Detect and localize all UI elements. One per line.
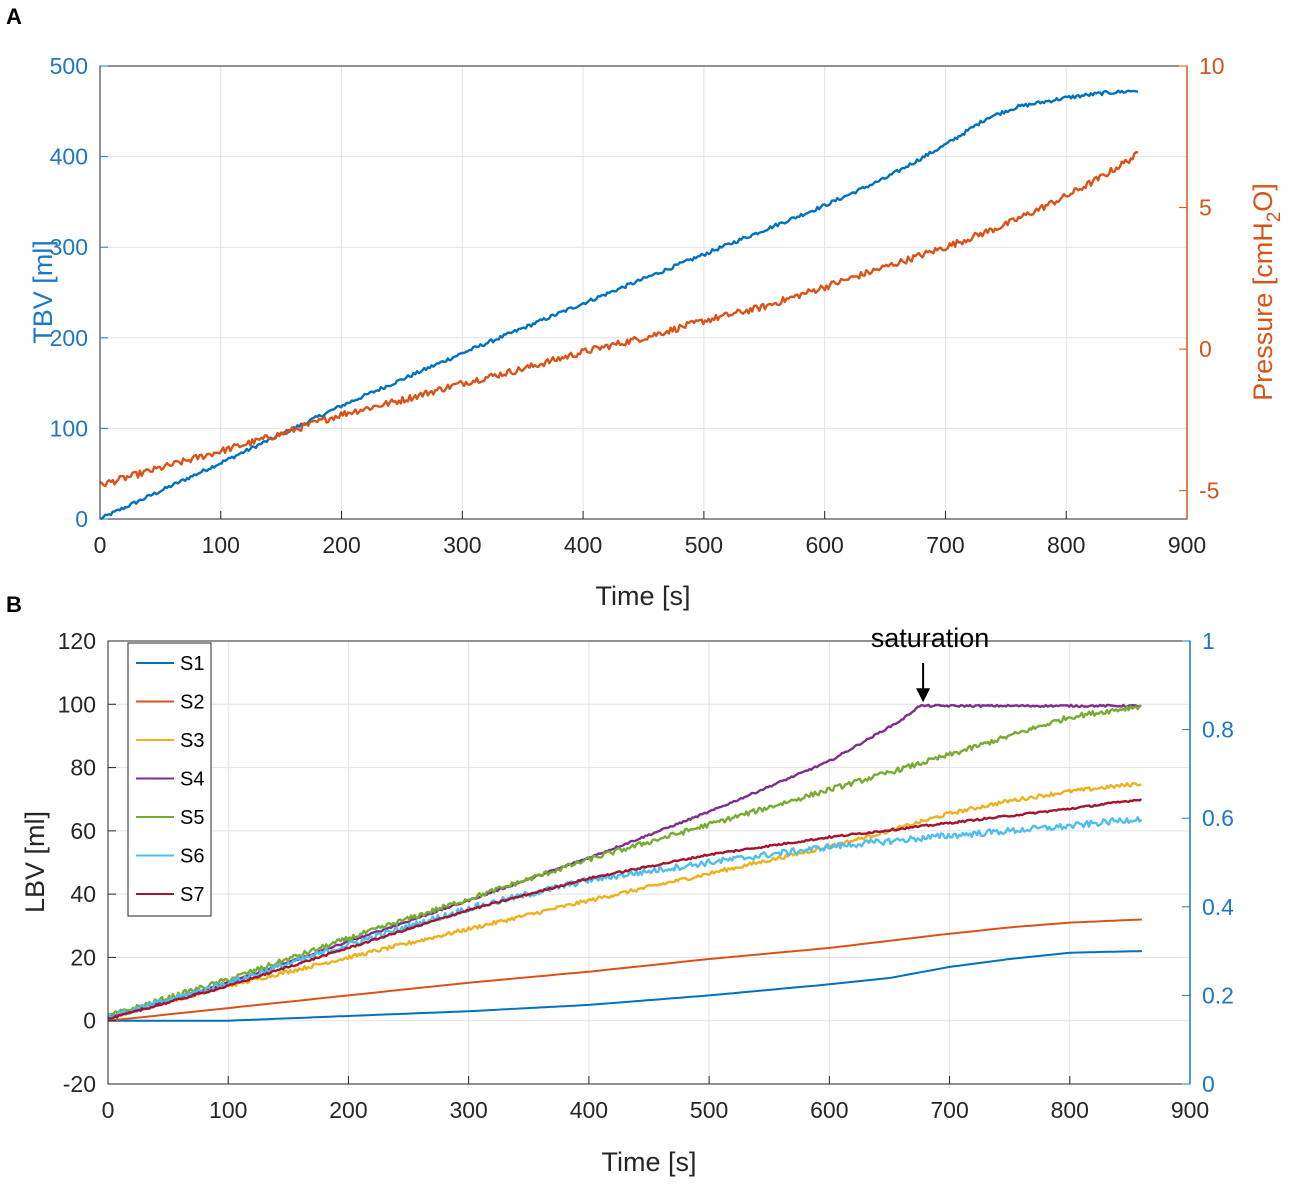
y-tick-label: 0 [83,1008,96,1034]
panel-a-frame [99,65,1188,520]
y2-tick-label: 1 [1202,628,1215,654]
x-tick-label: 900 [1168,532,1206,558]
y-tick-label: 80 [70,755,96,781]
legend: S1 S2 S3 S4 S5 S6 S7 [127,642,212,917]
legend-label-s2: S2 [180,692,204,714]
series-s7-line [107,798,1143,1020]
x-tick-label: 100 [209,1097,247,1123]
series-tbv-line [99,89,1139,521]
y2-tick-label: 0.4 [1202,894,1234,920]
y2-tick-label: 0.8 [1202,717,1234,743]
panel-b-y-ticks: -20 0 20 40 60 80 100 120 [58,628,116,1097]
x-tick-label: 0 [94,532,107,558]
x-tick-label: 200 [322,532,360,558]
x-tick-label: 400 [564,532,602,558]
y2-tick-label: 0 [1202,1071,1215,1097]
panel-b-chart: 0 100 200 300 400 500 600 700 800 900 -2002040608… [20,623,1234,1177]
y-tick-label: 60 [70,818,96,844]
series-s1-line [108,950,1142,1022]
y2-tick-label: 5 [1199,195,1212,221]
panel-a-y-axis-label: TBV [ml] [28,240,58,344]
legend-label-s1: S1 [180,653,204,675]
legend-label-s7: S7 [180,884,204,906]
panel-b-x-axis-label: Time [s] [601,1147,696,1177]
saturation-annotation: saturation [871,623,990,703]
panel-b-y2-ticks: 0 0.2 0.4 0.6 0.8 1 [1182,628,1234,1097]
y-tick-label: 100 [50,415,88,441]
legend-label-s6: S6 [180,846,204,868]
legend-label-s3: S3 [180,730,204,752]
saturation-arrow-head [916,688,931,703]
panel-b-x-ticks: 0 100 200 300 400 500 600 700 800 900 [102,1076,1209,1123]
y2-tick-label: -5 [1199,478,1219,504]
series-s2-line [107,918,1142,1022]
y-tick-label: 0 [75,506,88,532]
legend-label-s4: S4 [180,769,204,791]
panel-a-chart: 0 100 200 300 400 500 600 700 800 900 01002003004… [28,53,1285,611]
x-tick-label: 800 [1047,532,1085,558]
y2-tick-label: 0.2 [1202,982,1234,1008]
x-tick-label: 300 [449,1097,487,1123]
panel-a-label: A [6,4,22,29]
x-tick-label: 600 [805,532,843,558]
panel-b-y-axis-label: LBV [ml] [20,811,50,913]
x-tick-label: 500 [685,532,723,558]
x-tick-label: 700 [926,532,964,558]
x-tick-label: 200 [329,1097,367,1123]
panel-b-grid [107,640,1191,1085]
panel-a-y-ticks: 0 100 200 300 400 500 [50,53,108,532]
x-tick-label: 400 [570,1097,608,1123]
y-tick-label: 400 [50,144,88,170]
y2-tick-label: 0.6 [1202,805,1234,831]
x-tick-label: 100 [202,532,240,558]
x-tick-label: 600 [810,1097,848,1123]
series-s5-line [107,704,1142,1016]
y-tick-label: 40 [70,881,96,907]
panel-a-x-axis-label: Time [s] [595,581,690,611]
y-tick-label: 100 [58,691,96,717]
panel-b-series [106,703,1143,1022]
x-tick-label: 800 [1051,1097,1089,1123]
panel-a-series [99,89,1139,521]
panel-a-y2-ticks: -5 0 5 10 [1179,53,1225,519]
x-tick-label: 900 [1171,1097,1209,1123]
x-tick-label: 300 [443,532,481,558]
y2-tick-label: 10 [1199,53,1225,79]
legend-label-s5: S5 [180,807,204,829]
panel-a-grid [99,65,1188,520]
y-tick-label: -20 [63,1071,96,1097]
y-tick-label: 120 [58,628,96,654]
series-pressure-line [99,151,1139,488]
saturation-label: saturation [871,623,990,653]
y-tick-label: 200 [50,325,88,351]
panel-a-x-ticks: 0 100 200 300 400 500 600 700 800 900 [94,511,1206,558]
panel-a-y2-axis-label: Pressure [cmH2O] [1248,183,1285,401]
panel-b-frame [107,640,1191,1085]
y-tick-label: 20 [70,944,96,970]
y2-tick-label: 0 [1199,336,1212,362]
series-s6-line [106,816,1143,1021]
y-tick-label: 500 [50,53,88,79]
x-tick-label: 500 [690,1097,728,1123]
y-tick-label: 300 [50,234,88,260]
x-tick-label: 0 [102,1097,115,1123]
panel-b-label: B [6,592,22,617]
x-tick-label: 700 [930,1097,968,1123]
series-s3-line [107,782,1142,1020]
